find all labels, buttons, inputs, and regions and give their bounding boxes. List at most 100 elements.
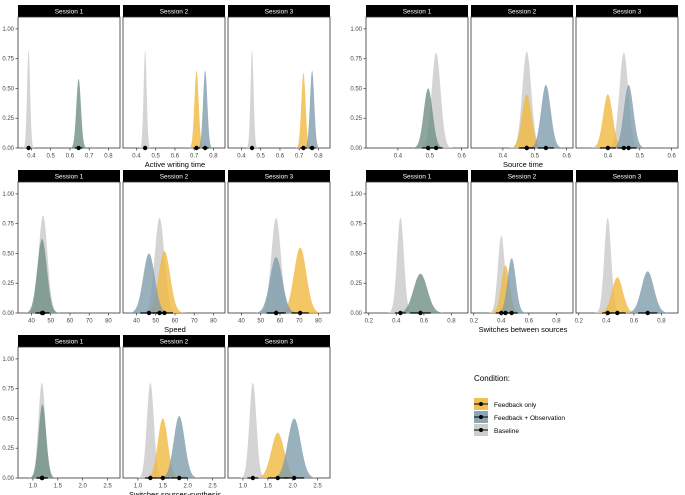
mean-point-fb_only xyxy=(162,310,167,316)
mean-point-fb_obs xyxy=(418,310,423,316)
facet-strip-label: Session 2 xyxy=(508,9,537,16)
density-baseline xyxy=(418,52,454,149)
facet-strip-label: Session 1 xyxy=(55,339,84,346)
facet-strip-label: Session 1 xyxy=(403,174,432,181)
mean-point-fb_obs xyxy=(509,310,514,316)
x-tick-label: 0.5 xyxy=(47,154,56,160)
x-tick-label: 0.8 xyxy=(657,319,666,325)
x-axis-title: Source time xyxy=(503,160,543,169)
x-tick-label: 0.6 xyxy=(525,319,534,325)
y-tick-label: 0.75 xyxy=(2,222,14,228)
density-baseline xyxy=(136,382,165,478)
x-tick-label: 0.5 xyxy=(636,154,645,160)
chart-group-0: Session 1 0.4 0.5 0.6 0.7 0.8 0.00 0.25 0.50 0.75… xyxy=(2,5,331,169)
density-fb_only xyxy=(275,247,325,313)
facet-panel xyxy=(470,181,574,314)
facet-strip xyxy=(471,170,573,182)
x-tick-label: 0.2 xyxy=(470,319,479,325)
facet-strip xyxy=(18,5,120,17)
y-tick-label: 1.00 xyxy=(2,192,14,198)
density-fb_obs xyxy=(303,70,321,148)
y-tick-label: 0.50 xyxy=(350,86,362,92)
facet-strip-label: Session 2 xyxy=(160,339,189,346)
x-tick-label: 70 xyxy=(296,319,303,325)
x-tick-label: 1.0 xyxy=(29,484,38,490)
legend: Condition: Feedback only Feedback + Obse… xyxy=(474,374,565,436)
x-tick-label: 0.8 xyxy=(447,319,456,325)
y-tick-label: 0.00 xyxy=(2,476,14,482)
x-tick-label: 60 xyxy=(277,319,284,325)
density-fb_obs xyxy=(392,273,449,313)
x-tick-label: 0.5 xyxy=(257,154,266,160)
x-tick-label: 80 xyxy=(105,319,112,325)
x-tick-label: 1.5 xyxy=(159,484,168,490)
x-tick-label: 1.5 xyxy=(54,484,63,490)
y-tick-label: 0.50 xyxy=(2,251,14,257)
density-fb_obs xyxy=(495,258,529,313)
mean-point-fb_obs xyxy=(291,475,297,481)
x-tick-label: 40 xyxy=(238,319,245,325)
density-fb_only xyxy=(141,251,188,313)
chart-group-2: Session 1 40 50 60 70 80 0.00 0.25 0.50 0.75 1.00 S… xyxy=(2,170,331,334)
density-baseline xyxy=(605,52,642,149)
density-fb_obs xyxy=(125,253,173,313)
legend-item-baseline: Baseline xyxy=(474,424,519,436)
facet-strip xyxy=(576,170,678,182)
density-fb_only xyxy=(142,418,183,478)
x-tick-label: 0.4 xyxy=(132,154,141,160)
facet-strip-label: Session 3 xyxy=(265,9,294,16)
density-baseline xyxy=(22,50,35,148)
legend-label-feedback-observation: Feedback + Observation xyxy=(494,415,565,422)
y-tick-label: 0.50 xyxy=(2,416,14,422)
mean-point-baseline xyxy=(433,145,439,151)
mean-point-fb_only xyxy=(194,145,199,151)
x-tick-label: 50 xyxy=(152,319,159,325)
y-tick-label: 1.00 xyxy=(350,27,362,33)
facet-strip-label: Session 3 xyxy=(613,9,642,16)
chart-group-3: Session 1 0.2 0.4 0.6 0.8 0.00 0.25 0.50 0.75 1.0… xyxy=(350,170,679,334)
x-axis-title: Switches between sources xyxy=(479,325,568,334)
x-tick-label: 0.6 xyxy=(667,154,676,160)
x-tick-label: 0.5 xyxy=(152,154,161,160)
facet-panel xyxy=(17,181,121,314)
mean-point-fb_obs xyxy=(543,145,549,151)
x-tick-label: 70 xyxy=(86,319,93,325)
mean-point-baseline xyxy=(249,145,255,151)
x-tick-label: 0.8 xyxy=(314,154,323,160)
legend-label-baseline: Baseline xyxy=(494,428,519,435)
density-fb_only xyxy=(294,72,312,148)
x-tick-label: 1.0 xyxy=(239,484,248,490)
x-tick-label: 1.5 xyxy=(264,484,273,490)
y-tick-label: 0.50 xyxy=(2,86,14,92)
chart-group-1: Session 1 0.4 0.5 0.6 0.00 0.25 0.50 0.75 1.00 Se… xyxy=(350,5,679,169)
x-tick-label: 1.0 xyxy=(134,484,143,490)
facet-panel xyxy=(122,181,226,314)
x-tick-label: 0.6 xyxy=(420,319,429,325)
density-fb_obs xyxy=(157,416,202,478)
facet-strip-label: Session 1 xyxy=(55,174,84,181)
mean-point-fb_obs xyxy=(146,310,152,316)
mean-point-fb_obs xyxy=(39,310,45,316)
facet-panel xyxy=(17,16,121,149)
y-tick-label: 0.75 xyxy=(350,57,362,63)
legend-label-feedback-only: Feedback only xyxy=(494,402,537,409)
density-fb_obs xyxy=(622,271,673,313)
density-fb_only xyxy=(588,94,627,148)
facet-strip-label: Session 3 xyxy=(265,174,294,181)
density-fb_obs xyxy=(526,84,566,148)
x-tick-label: 0.6 xyxy=(171,154,180,160)
density-fb_obs xyxy=(22,239,62,313)
y-tick-label: 0.00 xyxy=(2,311,14,317)
density-fb_obs xyxy=(27,404,58,478)
mean-point-fb_obs xyxy=(202,145,208,151)
legend-item-feedback-only: Feedback only xyxy=(474,398,537,410)
density-fb_obs xyxy=(251,257,301,313)
x-tick-label: 0.6 xyxy=(276,154,285,160)
x-tick-label: 0.5 xyxy=(531,154,540,160)
x-tick-label: 0.2 xyxy=(575,319,584,325)
mean-point-baseline xyxy=(142,145,148,151)
x-tick-label: 0.4 xyxy=(392,319,401,325)
mean-point-fb_obs xyxy=(425,145,431,151)
facet-strip xyxy=(123,335,225,347)
facet-strip xyxy=(123,5,225,17)
